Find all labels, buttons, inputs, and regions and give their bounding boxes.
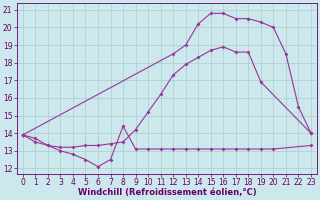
- X-axis label: Windchill (Refroidissement éolien,°C): Windchill (Refroidissement éolien,°C): [77, 188, 256, 197]
